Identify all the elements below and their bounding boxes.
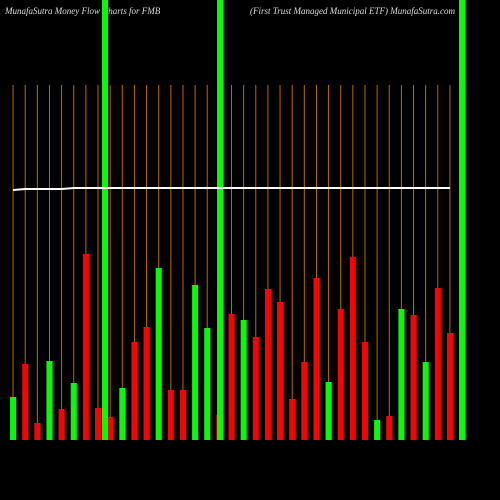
bar	[58, 409, 65, 440]
bar	[22, 364, 29, 440]
bar	[422, 362, 429, 440]
bar	[204, 328, 211, 440]
bar	[167, 390, 174, 440]
bar	[386, 416, 393, 440]
bar	[252, 337, 259, 440]
bar	[179, 390, 186, 440]
bar	[95, 408, 102, 440]
bar	[337, 309, 344, 440]
bar	[277, 302, 284, 440]
bar	[34, 423, 41, 440]
highlight-line	[217, 0, 223, 440]
bar	[155, 268, 162, 440]
line-layer	[12, 187, 450, 191]
bar	[349, 257, 356, 440]
bar	[82, 254, 89, 440]
bar	[192, 285, 199, 440]
bar	[313, 278, 320, 440]
bar	[325, 382, 332, 440]
bar	[46, 361, 53, 440]
bar	[434, 288, 441, 440]
chart-title: MunafaSutra Money Flow Charts for FMB	[4, 6, 161, 16]
bar	[361, 342, 368, 440]
bar	[119, 388, 126, 440]
bar	[289, 399, 296, 440]
bar	[264, 289, 271, 440]
bar	[131, 342, 138, 440]
bar	[301, 362, 308, 440]
bar	[228, 314, 235, 440]
highlight-line	[102, 0, 108, 440]
bar	[240, 320, 247, 440]
bar	[446, 333, 453, 440]
chart-subtitle: (First Trust Managed Municipal ETF) Muna…	[250, 6, 455, 16]
bar	[410, 315, 417, 440]
highlight-line	[459, 0, 465, 440]
bar	[398, 309, 405, 440]
bar	[70, 383, 77, 440]
bar	[107, 417, 114, 440]
bars	[10, 254, 453, 440]
money-flow-line	[12, 187, 450, 191]
bar	[374, 420, 381, 440]
bar	[143, 327, 150, 440]
bar	[10, 397, 17, 440]
